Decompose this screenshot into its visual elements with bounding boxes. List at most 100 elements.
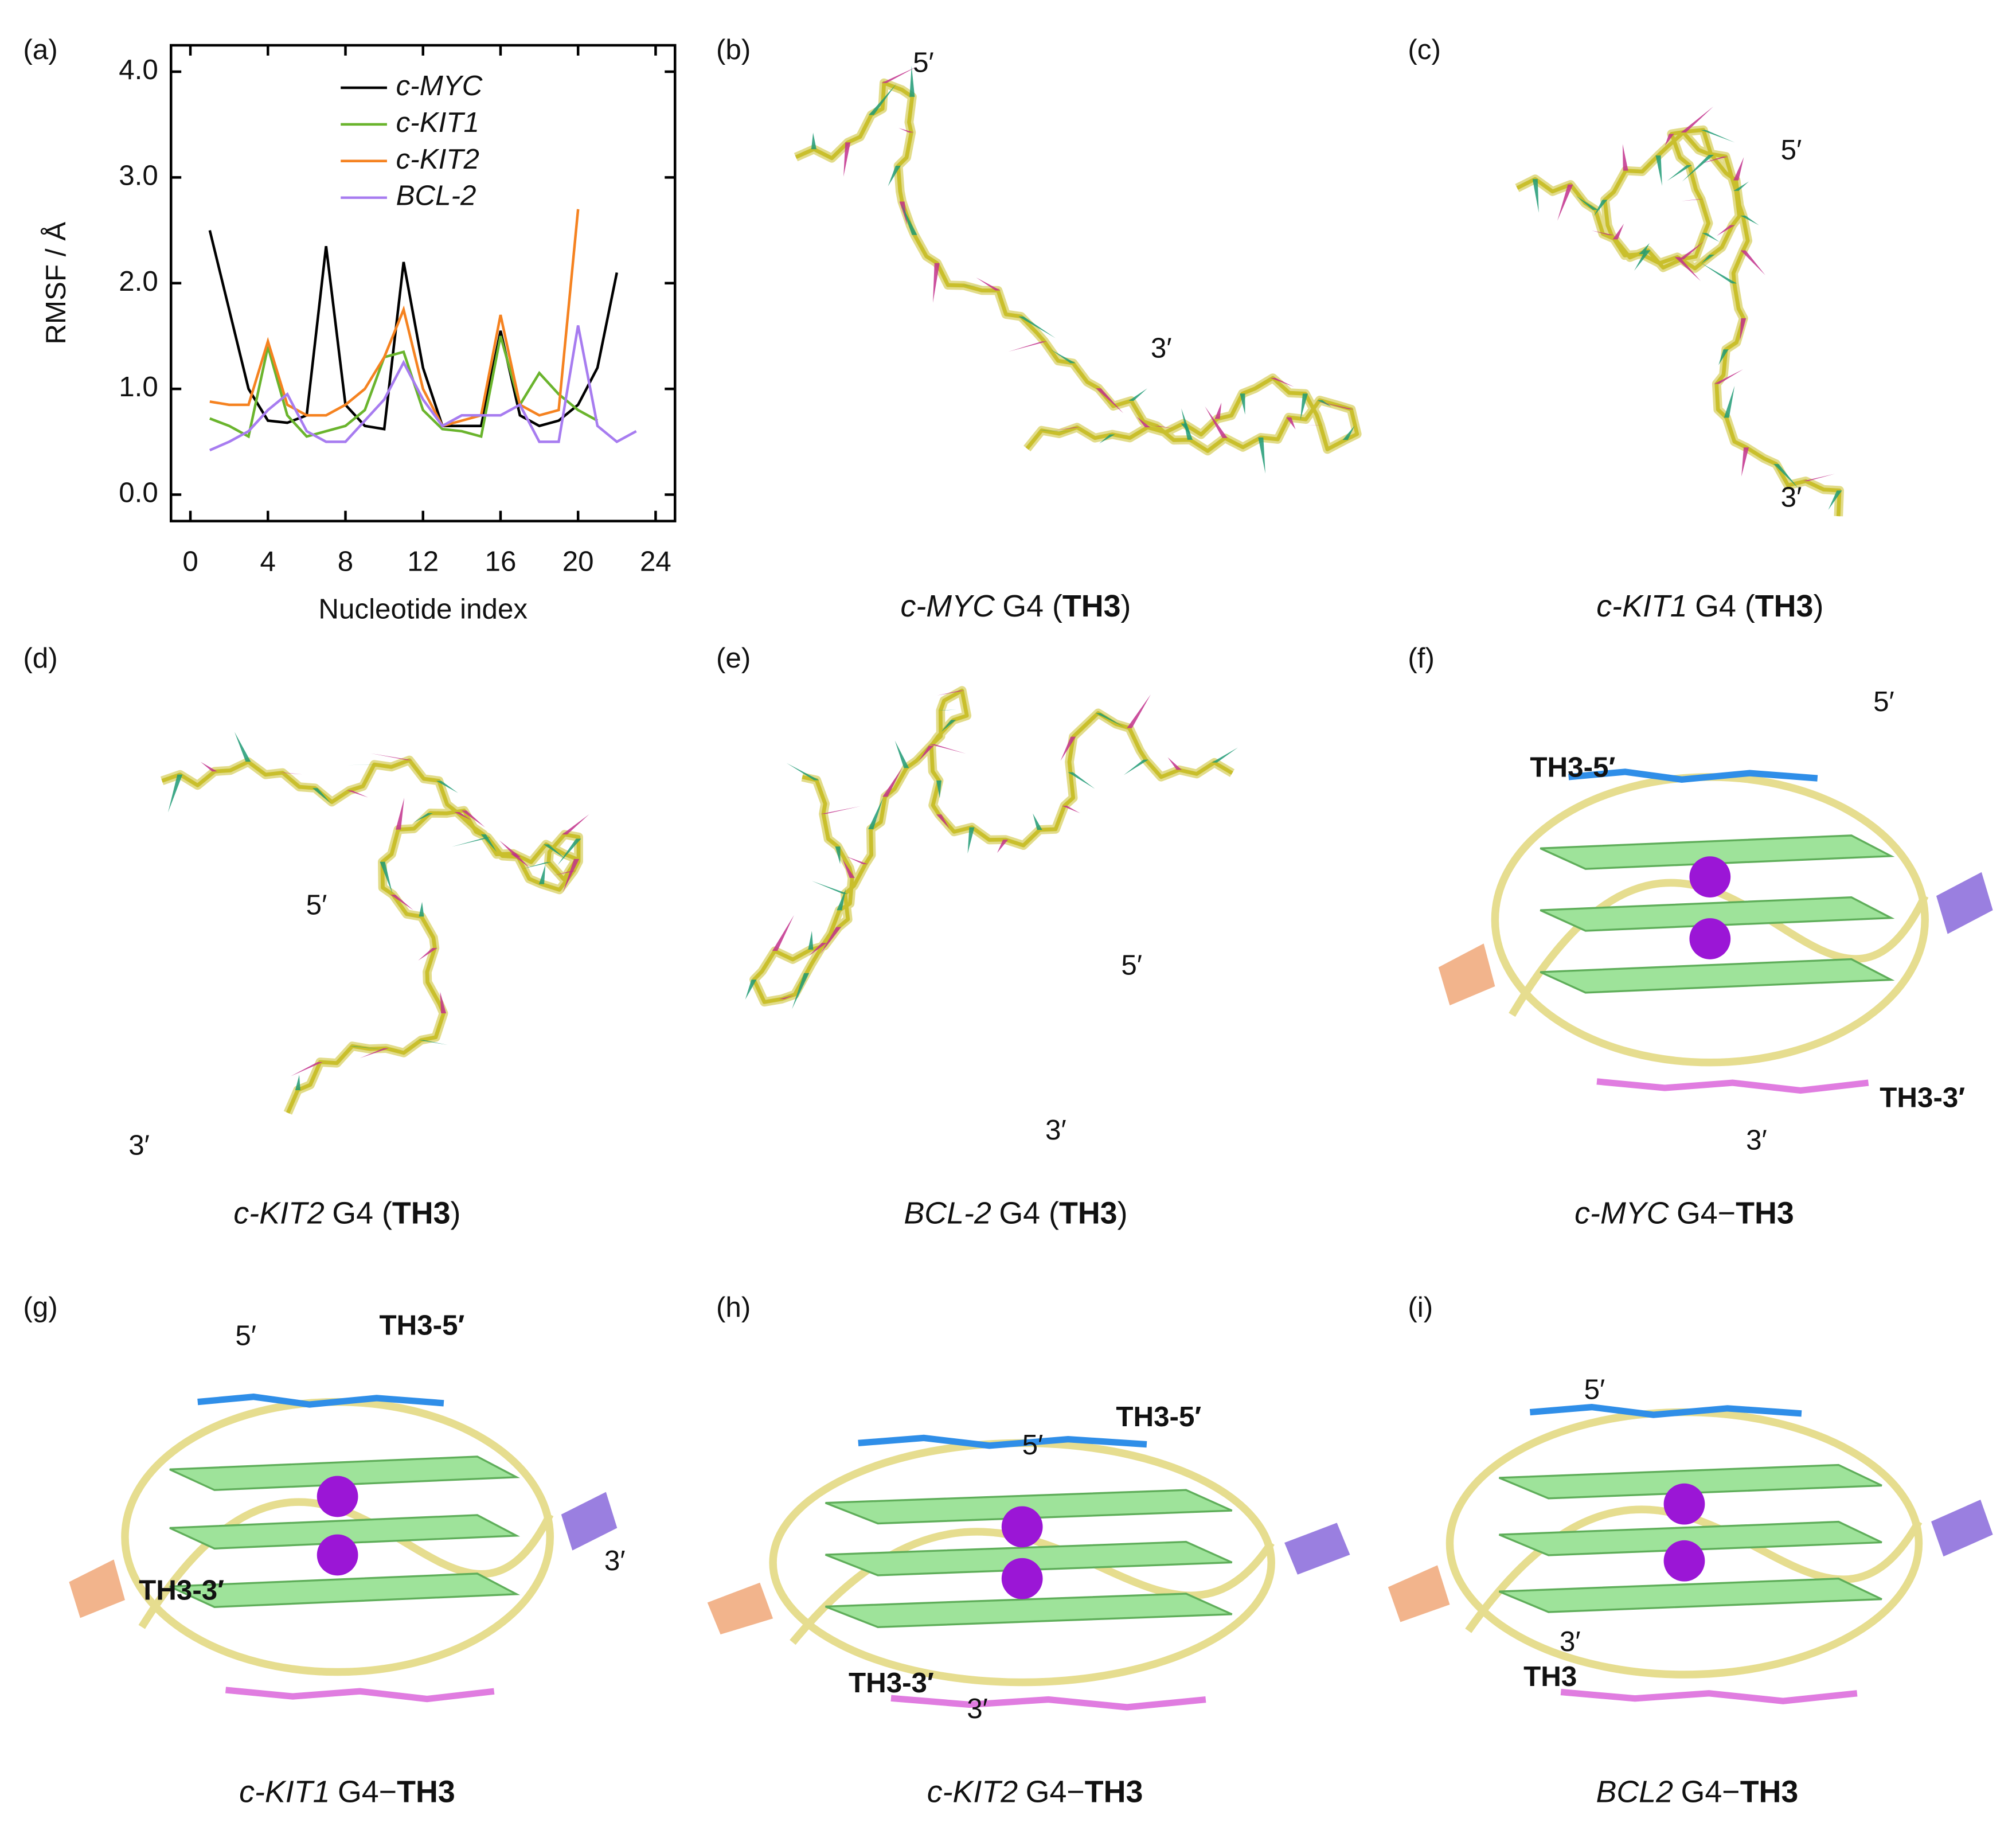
mode-spike: [1270, 378, 1294, 387]
y-tick-label: 0.0: [119, 477, 158, 509]
mode-spike: [1061, 806, 1080, 814]
caption-gene: BCL-2: [904, 1196, 991, 1231]
data-line: [209, 325, 637, 452]
mode-spike: [919, 746, 934, 762]
y-tick-label: 4.0: [119, 54, 158, 85]
mode-spike: [843, 142, 851, 177]
y-tick-label: 2.0: [119, 266, 158, 297]
caption-gene: c-KIT2: [927, 1775, 1018, 1809]
mode-spike: [539, 864, 546, 884]
caption: BCL2 G4−TH3: [1596, 1775, 1798, 1809]
base: [707, 1582, 773, 1635]
mode-spike: [936, 780, 942, 798]
annotation: 3′: [1151, 332, 1172, 364]
k-ion: [1001, 1506, 1043, 1548]
caption-ligand: TH3: [1740, 1775, 1799, 1809]
caption-ligand: TH3: [392, 1196, 451, 1231]
g-quartet: [1498, 1520, 1882, 1556]
caption: BCL-2 G4 (TH3): [904, 1196, 1127, 1231]
ligand: [1560, 1688, 1858, 1704]
annotation: 5′: [1022, 1429, 1044, 1461]
base: [69, 1559, 125, 1618]
x-tick-label: 24: [640, 546, 671, 577]
ligand: [225, 1687, 495, 1703]
annotation: 3′: [1560, 1626, 1581, 1657]
annotation: 3′: [967, 1693, 988, 1724]
mode-spike: [499, 840, 521, 857]
legend-label: c-KIT2: [396, 143, 479, 175]
mode-spike: [811, 132, 816, 150]
mode-spike: [380, 861, 393, 894]
mode-spike: [312, 788, 331, 803]
mode-spike: [882, 767, 902, 797]
mode-spike: [1733, 157, 1744, 181]
mode-spike: [1154, 426, 1174, 429]
panel-label: (a): [23, 34, 57, 65]
data-line: [208, 230, 619, 431]
caption-gene: BCL2: [1596, 1775, 1673, 1809]
panel-label: (b): [716, 34, 751, 65]
annotation: 3′: [1746, 1125, 1767, 1156]
g4-structure: [69, 1394, 618, 1703]
x-tick-label: 16: [485, 546, 517, 577]
ligand: [1596, 1078, 1869, 1094]
mode-spike: [1701, 130, 1735, 143]
g-quartet: [1540, 896, 1895, 932]
mode-spike: [349, 1046, 388, 1050]
mode-spike: [899, 201, 908, 225]
k-ion: [1689, 856, 1731, 897]
mode-spike: [1724, 385, 1735, 418]
mode-spike: [1214, 403, 1222, 419]
mode-spike: [1639, 243, 1650, 255]
mode-spike: [1667, 165, 1692, 181]
caption-gene: c-KIT1: [1596, 589, 1687, 623]
mode-spike: [370, 753, 412, 760]
panel-label: (g): [23, 1291, 57, 1323]
mode-spike: [557, 838, 581, 865]
mode-spike: [808, 931, 814, 950]
mode-spike: [932, 263, 940, 303]
mode-spike: [1733, 181, 1749, 191]
caption-gene: c-MYC: [900, 589, 995, 623]
annotation: 5′: [1873, 686, 1894, 717]
x-tick-label: 4: [260, 546, 276, 577]
mode-spike: [1099, 434, 1115, 444]
mode-spike: [396, 797, 405, 830]
mode-spike: [809, 943, 827, 956]
annotation: 3′: [604, 1545, 626, 1576]
g-quartet: [1540, 958, 1895, 994]
k-ion: [317, 1476, 358, 1517]
k-ion: [1001, 1558, 1043, 1599]
mode-spike: [1039, 430, 1076, 432]
g4-structure: [1388, 1403, 1993, 1704]
annotation: 5′: [235, 1320, 256, 1352]
g-quartet: [169, 1514, 521, 1550]
x-tick-label: 12: [407, 546, 439, 577]
caption-ligand: TH3: [1085, 1775, 1143, 1809]
data-line: [209, 209, 580, 428]
x-tick-label: 20: [562, 546, 594, 577]
ligand: [858, 1434, 1147, 1449]
mode-spike: [1701, 255, 1715, 264]
mode-spike: [941, 720, 956, 732]
mode-spike: [413, 813, 433, 823]
caption-gene: c-KIT2: [233, 1196, 325, 1231]
caption: c-KIT1 G4−TH3: [239, 1775, 455, 1809]
mode-spike: [1741, 447, 1749, 477]
annotation: TH3-5′: [1530, 751, 1615, 783]
x-tick-label: 8: [338, 546, 353, 577]
caption: c-KIT2 G4 (TH3): [233, 1196, 460, 1231]
g-quartet: [1498, 1578, 1882, 1613]
mode-spike: [1286, 417, 1296, 430]
k-ion: [317, 1534, 358, 1576]
mode-spike: [1018, 316, 1056, 338]
ligand: [1529, 1403, 1802, 1418]
backbone-structure: [794, 65, 1362, 474]
mode-spike: [390, 895, 413, 911]
data-line: [209, 335, 599, 439]
mode-spike: [454, 811, 472, 821]
caption-middle: G4−: [1677, 1196, 1736, 1231]
base: [1438, 943, 1495, 1006]
y-axis-label: RMSF / Å: [40, 222, 72, 345]
